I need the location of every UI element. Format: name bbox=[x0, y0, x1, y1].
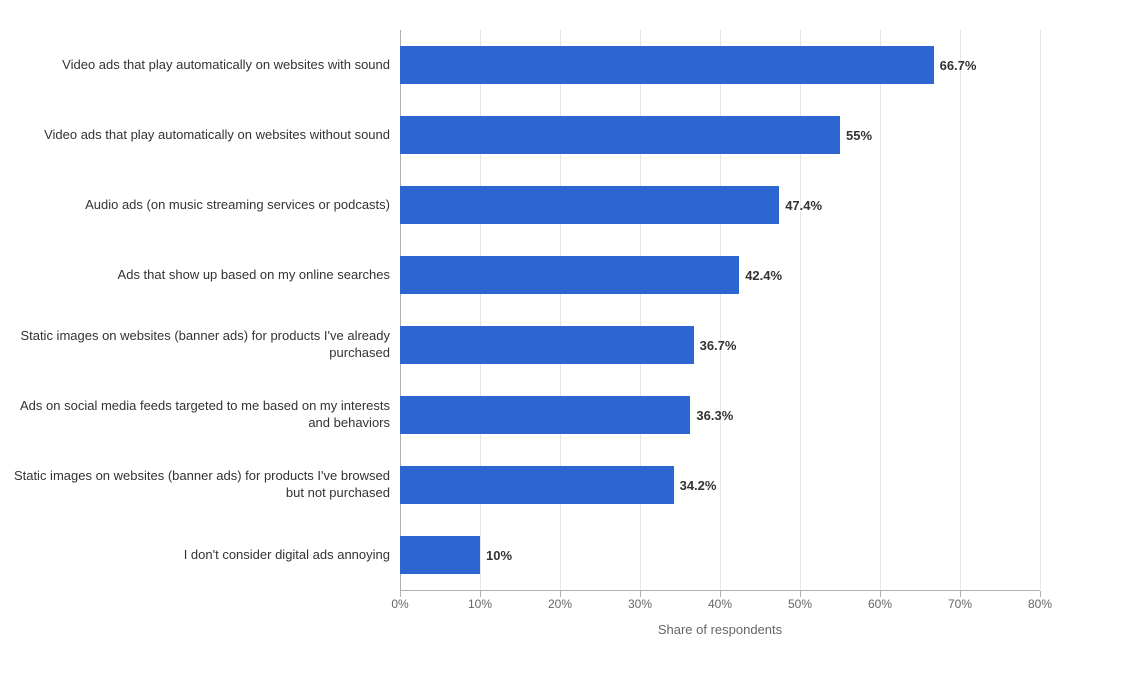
bar-value-label: 66.7% bbox=[940, 58, 977, 73]
bar-value-label: 47.4% bbox=[785, 198, 822, 213]
x-tick-label: 70% bbox=[948, 597, 972, 611]
bar-track: 47.4% bbox=[400, 170, 1040, 240]
bar bbox=[400, 396, 690, 434]
x-tick-label: 40% bbox=[708, 597, 732, 611]
category-label: Ads on social media feeds targeted to me… bbox=[0, 398, 400, 432]
chart-rows: Video ads that play automatically on web… bbox=[0, 30, 1040, 590]
bar-track: 42.4% bbox=[400, 240, 1040, 310]
x-tick-label: 60% bbox=[868, 597, 892, 611]
x-axis-title: Share of respondents bbox=[658, 622, 782, 637]
bar-value-label: 42.4% bbox=[745, 268, 782, 283]
chart-row: Audio ads (on music streaming services o… bbox=[0, 170, 1040, 240]
x-tick-label: 50% bbox=[788, 597, 812, 611]
x-tick-label: 30% bbox=[628, 597, 652, 611]
chart-container: Video ads that play automatically on web… bbox=[0, 0, 1124, 680]
x-tick-label: 20% bbox=[548, 597, 572, 611]
x-tick-label: 0% bbox=[391, 597, 408, 611]
bar-value-label: 36.7% bbox=[700, 338, 737, 353]
bar-track: 34.2% bbox=[400, 450, 1040, 520]
bar bbox=[400, 46, 934, 84]
gridline bbox=[1040, 30, 1041, 590]
bar-track: 36.7% bbox=[400, 310, 1040, 380]
category-label: I don't consider digital ads annoying bbox=[0, 547, 400, 564]
bar-value-label: 34.2% bbox=[680, 478, 717, 493]
bar-track: 55% bbox=[400, 100, 1040, 170]
x-tick-label: 80% bbox=[1028, 597, 1052, 611]
category-label: Static images on websites (banner ads) f… bbox=[0, 328, 400, 362]
bar bbox=[400, 536, 480, 574]
bar-track: 66.7% bbox=[400, 30, 1040, 100]
chart-row: Video ads that play automatically on web… bbox=[0, 30, 1040, 100]
chart-row: Video ads that play automatically on web… bbox=[0, 100, 1040, 170]
x-tick-label: 10% bbox=[468, 597, 492, 611]
chart-row: Static images on websites (banner ads) f… bbox=[0, 310, 1040, 380]
bar bbox=[400, 326, 694, 364]
category-label: Video ads that play automatically on web… bbox=[0, 57, 400, 74]
x-axis: 0%10%20%30%40%50%60%70%80% bbox=[400, 590, 1040, 591]
bar-value-label: 55% bbox=[846, 128, 872, 143]
bar-value-label: 36.3% bbox=[696, 408, 733, 423]
chart-row: Ads that show up based on my online sear… bbox=[0, 240, 1040, 310]
bar bbox=[400, 186, 779, 224]
chart-row: Ads on social media feeds targeted to me… bbox=[0, 380, 1040, 450]
bar-value-label: 10% bbox=[486, 548, 512, 563]
chart-row: Static images on websites (banner ads) f… bbox=[0, 450, 1040, 520]
category-label: Audio ads (on music streaming services o… bbox=[0, 197, 400, 214]
bar bbox=[400, 116, 840, 154]
bar bbox=[400, 466, 674, 504]
bar bbox=[400, 256, 739, 294]
category-label: Ads that show up based on my online sear… bbox=[0, 267, 400, 284]
bar-track: 36.3% bbox=[400, 380, 1040, 450]
category-label: Static images on websites (banner ads) f… bbox=[0, 468, 400, 502]
chart-row: I don't consider digital ads annoying 10% bbox=[0, 520, 1040, 590]
category-label: Video ads that play automatically on web… bbox=[0, 127, 400, 144]
bar-track: 10% bbox=[400, 520, 1040, 590]
